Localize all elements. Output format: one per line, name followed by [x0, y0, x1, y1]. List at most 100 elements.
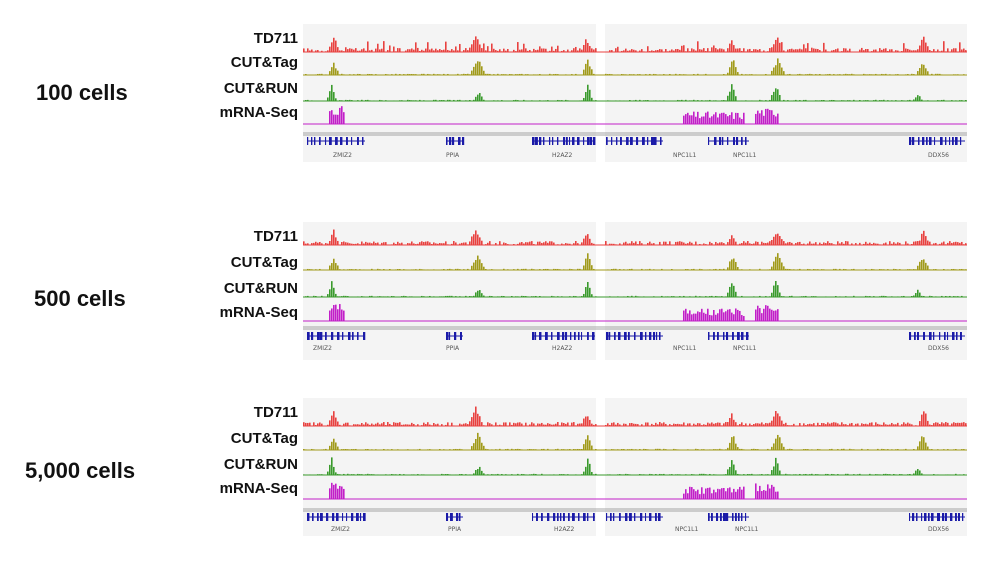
coverage-bar: [719, 113, 721, 124]
coverage-bar: [615, 424, 617, 426]
coverage-bar: [801, 244, 803, 245]
coverage-bar: [955, 449, 957, 450]
coverage-bar: [697, 423, 699, 426]
coverage-bar: [915, 269, 917, 270]
coverage-bar: [665, 296, 667, 297]
gene-exon: [446, 513, 449, 521]
coverage-bar: [607, 423, 609, 426]
coverage-bar: [929, 295, 931, 297]
coverage-bar: [401, 74, 403, 75]
coverage-bar: [675, 449, 677, 450]
coverage-bar: [329, 240, 331, 245]
coverage-bar: [427, 73, 429, 75]
coverage-bar: [607, 100, 609, 101]
coverage-bar: [403, 74, 405, 75]
coverage-bar: [953, 296, 955, 297]
coverage-bar: [937, 449, 939, 450]
coverage-bar: [939, 424, 941, 426]
coverage-bar: [491, 449, 493, 450]
coverage-bar: [435, 74, 437, 75]
coverage-bar: [359, 74, 361, 75]
coverage-bar: [623, 269, 625, 270]
coverage-bar: [707, 422, 709, 426]
coverage-bar: [917, 469, 919, 475]
coverage-bar: [517, 42, 519, 52]
coverage-bar: [737, 447, 739, 450]
coverage-bar: [703, 312, 705, 321]
coverage-bar: [807, 424, 809, 426]
coverage-bar: [733, 60, 735, 75]
coverage-bar: [789, 241, 791, 245]
coverage-bar: [339, 74, 341, 75]
coverage-bar: [569, 449, 571, 450]
coverage-bar: [943, 241, 945, 245]
gene-exon: [955, 513, 957, 521]
coverage-bar: [521, 449, 523, 450]
coverage-bar: [799, 268, 801, 270]
coverage-bar: [907, 48, 909, 52]
coverage-bar: [327, 471, 329, 475]
gene-exon: [454, 332, 457, 340]
gene-exon: [346, 137, 348, 145]
coverage-bar: [711, 47, 713, 52]
coverage-bar: [777, 253, 779, 270]
coverage-bar: [687, 493, 689, 499]
coverage-bar: [399, 100, 401, 101]
coverage-bar: [333, 411, 335, 426]
coverage-bar: [825, 49, 827, 52]
gene-exon: [606, 513, 608, 521]
coverage-bar: [715, 100, 717, 101]
coverage-bar: [935, 51, 937, 52]
gene-exon: [340, 137, 343, 145]
coverage-bar: [935, 242, 937, 245]
coverage-bar: [911, 100, 913, 101]
coverage-bar: [429, 49, 431, 52]
gene-exon: [346, 513, 348, 521]
coverage-bar: [771, 309, 773, 321]
coverage-bar: [563, 422, 565, 426]
coverage-bar: [495, 422, 497, 426]
coverage-bar: [843, 448, 845, 450]
coverage-bar: [629, 474, 631, 475]
coverage-bar: [487, 46, 489, 52]
coverage-bar: [407, 449, 409, 450]
coverage-bar: [743, 241, 745, 245]
coverage-bar: [877, 74, 879, 75]
gene-exon: [723, 513, 726, 521]
coverage-bar: [465, 423, 467, 426]
coverage-bar: [823, 242, 825, 245]
coverage-bar: [755, 100, 757, 101]
gene-exon: [574, 332, 576, 340]
coverage-bar: [549, 241, 551, 245]
coverage-bar: [709, 241, 711, 245]
coverage-bar: [737, 425, 739, 426]
coverage-bar: [719, 268, 721, 270]
coverage-bar: [395, 243, 397, 245]
coverage-bar: [381, 423, 383, 426]
coverage-bar: [773, 310, 775, 321]
coverage-bar: [809, 269, 811, 270]
coverage-bar: [705, 100, 707, 101]
coverage-bar: [405, 50, 407, 52]
coverage-bar: [317, 423, 319, 426]
coverage-bar: [649, 51, 651, 52]
coverage-bar: [387, 422, 389, 426]
coverage-bar: [791, 295, 793, 297]
coverage-bar: [567, 449, 569, 450]
coverage-bar: [329, 464, 331, 475]
coverage-bar: [627, 474, 629, 475]
coverage-bar: [389, 45, 391, 52]
gene-exon: [551, 332, 553, 340]
coverage-bar: [337, 240, 339, 245]
coverage-bar: [617, 474, 619, 475]
coverage-bar: [587, 84, 589, 101]
coverage-bar: [933, 423, 935, 426]
coverage-bar: [937, 100, 939, 101]
coverage-bar: [411, 269, 413, 270]
coverage-bar: [759, 295, 761, 297]
coverage-bar: [689, 474, 691, 475]
coverage-bar: [307, 422, 309, 426]
track-label-cut-tag: CUT&Tag: [230, 254, 298, 271]
coverage-bar: [877, 243, 879, 245]
coverage-bar: [895, 50, 897, 52]
